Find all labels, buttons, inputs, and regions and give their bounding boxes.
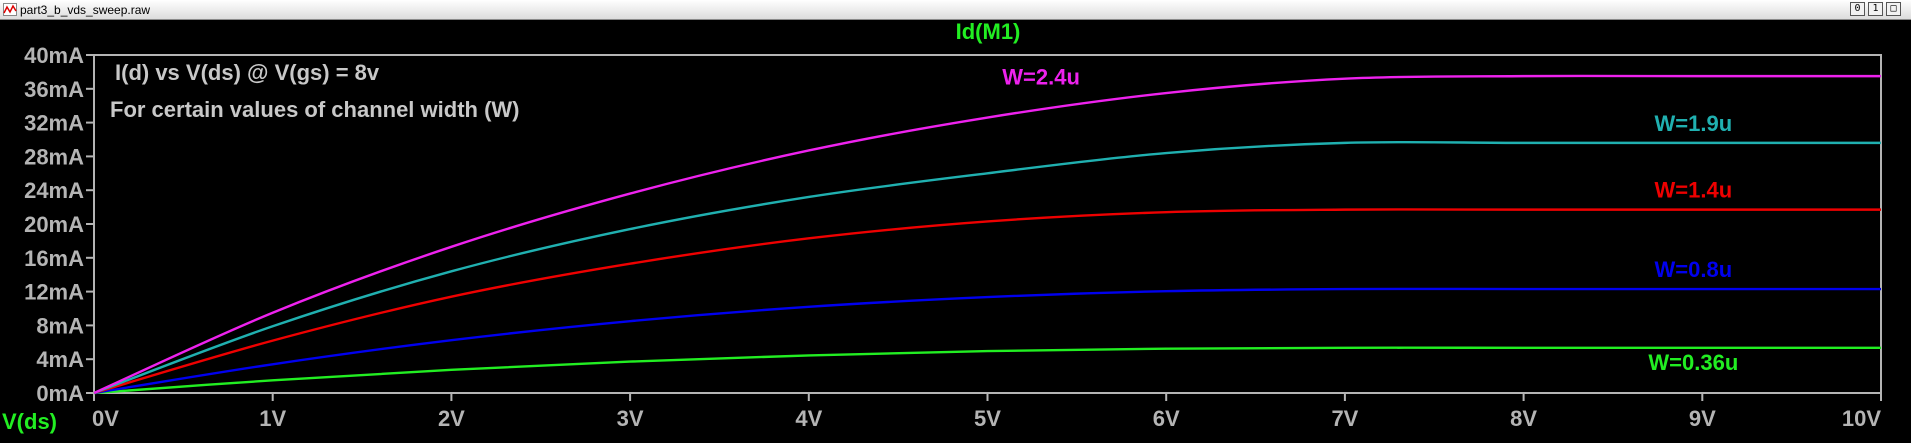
y-tick-label: 36mA bbox=[24, 77, 84, 102]
x-tick-label: 5V bbox=[974, 406, 1001, 431]
series-line-w-1-9u bbox=[93, 140, 1882, 395]
series-label-w-0-36u: W=0.36u bbox=[1648, 350, 1738, 375]
series-line-w-0-8u bbox=[93, 287, 1882, 395]
window-title: part3_b_vds_sweep.raw bbox=[20, 3, 151, 17]
series-line-w-1-4u bbox=[93, 208, 1881, 395]
chart-series: W=0.36u W=0.8u W=1.4u W=1.9u W=2.4u bbox=[93, 65, 1882, 395]
annotation-line-1: I(d) vs V(ds) @ V(gs) = 8v bbox=[115, 60, 380, 85]
waveform-icon bbox=[3, 3, 17, 16]
y-tick-label: 20mA bbox=[24, 212, 84, 237]
x-axis-label: V(ds) bbox=[2, 409, 57, 434]
x-tick-label: 4V bbox=[795, 406, 822, 431]
series-label-w-1-4u: W=1.4u bbox=[1655, 178, 1733, 203]
y-tick-label: 4mA bbox=[36, 347, 84, 372]
y-tick-label: 40mA bbox=[24, 43, 84, 68]
series-label-w-0-8u: W=0.8u bbox=[1655, 257, 1733, 282]
chart-plot[interactable]: 0mA 4mA 8mA 12mA 16mA 20mA 24mA 28mA 32mA 36mA 40m… bbox=[0, 21, 1911, 443]
series-label-w-1-9u: W=1.9u bbox=[1655, 111, 1733, 136]
y-tick-label: 16mA bbox=[24, 246, 84, 271]
x-tick-label: 9V bbox=[1689, 406, 1716, 431]
chart-title: Id(M1) bbox=[956, 21, 1021, 44]
y-tick-label: 32mA bbox=[24, 111, 84, 136]
x-tick-label: 2V bbox=[438, 406, 465, 431]
window-button-0[interactable]: 0 bbox=[1850, 2, 1865, 16]
x-tick-label: 10V bbox=[1842, 406, 1881, 431]
x-tick-label: 0V bbox=[92, 406, 119, 431]
y-tick-label: 12mA bbox=[24, 280, 84, 305]
y-tick-label: 8mA bbox=[36, 313, 84, 338]
x-tick-label: 8V bbox=[1510, 406, 1537, 431]
window-button-1[interactable]: 1 bbox=[1868, 2, 1883, 16]
annotation-line-2: For certain values of channel width (W) bbox=[110, 97, 520, 122]
y-tick-label: 28mA bbox=[24, 144, 84, 169]
x-tick-label: 6V bbox=[1153, 406, 1180, 431]
x-tick-label: 1V bbox=[259, 406, 286, 431]
window-titlebar[interactable]: part3_b_vds_sweep.raw 0 1 □ bbox=[0, 0, 1911, 20]
y-tick-label: 24mA bbox=[24, 178, 84, 203]
x-tick-label: 7V bbox=[1331, 406, 1358, 431]
series-line-w-2-4u bbox=[93, 74, 1881, 395]
axis-ticks: 0mA 4mA 8mA 12mA 16mA 20mA 24mA 28mA 32mA 36mA 40m… bbox=[24, 43, 1882, 431]
series-label-w-2-4u: W=2.4u bbox=[1002, 65, 1080, 90]
x-tick-label: 3V bbox=[617, 406, 644, 431]
series-line-w-0-36u bbox=[93, 346, 1881, 395]
window-close-button[interactable]: □ bbox=[1886, 2, 1901, 16]
y-tick-label: 0mA bbox=[36, 381, 84, 406]
